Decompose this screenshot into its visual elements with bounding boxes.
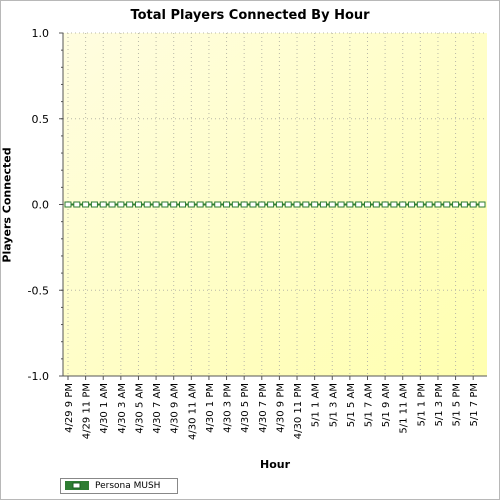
x-tick-label: 4/29 9 PM <box>64 383 75 433</box>
x-tick-label: 5/1 9 AM <box>381 383 392 427</box>
x-tick-label: 5/1 5 PM <box>452 383 463 426</box>
data-point <box>311 201 319 208</box>
data-point <box>460 201 468 208</box>
data-point <box>381 201 389 208</box>
x-tick-label: 5/1 7 AM <box>363 383 374 427</box>
x-tick-label: 5/1 11 AM <box>399 383 410 434</box>
data-point <box>399 201 407 208</box>
data-point <box>99 201 107 208</box>
data-point <box>126 201 134 208</box>
x-tick-label: 4/30 7 PM <box>258 383 269 433</box>
data-point <box>258 201 266 208</box>
data-point <box>82 201 90 208</box>
x-tick-label: 4/30 1 PM <box>205 383 216 433</box>
data-point <box>275 201 283 208</box>
y-tick-label: 1.0 <box>32 27 50 40</box>
legend-label: Persona MUSH <box>95 481 161 491</box>
data-point <box>196 201 204 208</box>
data-point <box>64 201 72 208</box>
x-tick-label: 4/30 3 AM <box>117 383 128 434</box>
x-tick-label: 5/1 1 PM <box>416 383 427 426</box>
x-tick-label: 4/30 3 PM <box>223 383 234 433</box>
y-tick-label: 0.0 <box>32 199 50 212</box>
chart-title: Total Players Connected By Hour <box>130 8 370 23</box>
x-tick-label: 5/1 3 AM <box>328 383 339 427</box>
data-point <box>223 201 231 208</box>
data-point <box>302 201 310 208</box>
data-point <box>425 201 433 208</box>
data-point <box>372 201 380 208</box>
x-tick-label: 4/30 9 AM <box>170 383 181 434</box>
data-point <box>205 201 213 208</box>
data-point <box>240 201 248 208</box>
data-point <box>231 201 239 208</box>
data-point <box>408 201 416 208</box>
data-point <box>346 201 354 208</box>
y-ticks: 1.0 0.5 0.0 -0.5 -1.0 <box>28 27 63 383</box>
data-point <box>443 201 451 208</box>
x-tick-label: 5/1 5 AM <box>346 383 357 427</box>
data-point <box>319 201 327 208</box>
data-point <box>293 201 301 208</box>
data-point <box>170 201 178 208</box>
y-tick-label: -1.0 <box>28 370 49 383</box>
x-tick-label: 4/30 5 AM <box>134 383 145 434</box>
data-point <box>363 201 371 208</box>
data-point <box>134 201 142 208</box>
y-tick-label: -0.5 <box>28 284 49 297</box>
data-point <box>161 201 169 208</box>
x-tick-label: 4/30 1 AM <box>99 383 110 434</box>
data-point <box>469 201 477 208</box>
data-point <box>108 201 116 208</box>
data-point <box>434 201 442 208</box>
x-tick-label: 4/29 11 PM <box>82 383 93 439</box>
x-tick-label: 4/30 5 PM <box>240 383 251 433</box>
data-point <box>214 201 222 208</box>
x-tick-label: 5/1 7 PM <box>469 383 480 426</box>
data-point <box>179 201 187 208</box>
x-tick-label: 4/30 9 PM <box>275 383 286 433</box>
data-point <box>328 201 336 208</box>
y-tick-label: 0.5 <box>32 113 50 126</box>
data-point <box>90 201 98 208</box>
data-point <box>73 201 81 208</box>
legend-swatch <box>65 481 89 490</box>
x-axis-label: Hour <box>259 458 291 471</box>
data-point <box>143 201 151 208</box>
x-tick-label: 5/1 1 AM <box>311 383 322 427</box>
legend: Persona MUSH <box>60 478 178 494</box>
data-point <box>390 201 398 208</box>
data-point <box>337 201 345 208</box>
data-point <box>452 201 460 208</box>
data-point <box>117 201 125 208</box>
x-tick-label: 4/30 7 AM <box>152 383 163 434</box>
data-point <box>416 201 424 208</box>
data-point <box>249 201 257 208</box>
x-tick-label: 4/30 11 PM <box>293 383 304 439</box>
data-point <box>187 201 195 208</box>
x-tick-label: 5/1 3 PM <box>434 383 445 426</box>
x-ticks: 4/29 9 PM 4/29 11 PM 4/30 1 AM 4/30 3 AM 4/3… <box>64 376 480 440</box>
data-point <box>355 201 363 208</box>
data-point <box>478 201 486 208</box>
data-point <box>284 201 292 208</box>
data-point <box>152 201 160 208</box>
data-point <box>267 201 275 208</box>
series-persona-mush <box>64 201 486 208</box>
x-tick-label: 4/30 11 AM <box>187 383 198 440</box>
